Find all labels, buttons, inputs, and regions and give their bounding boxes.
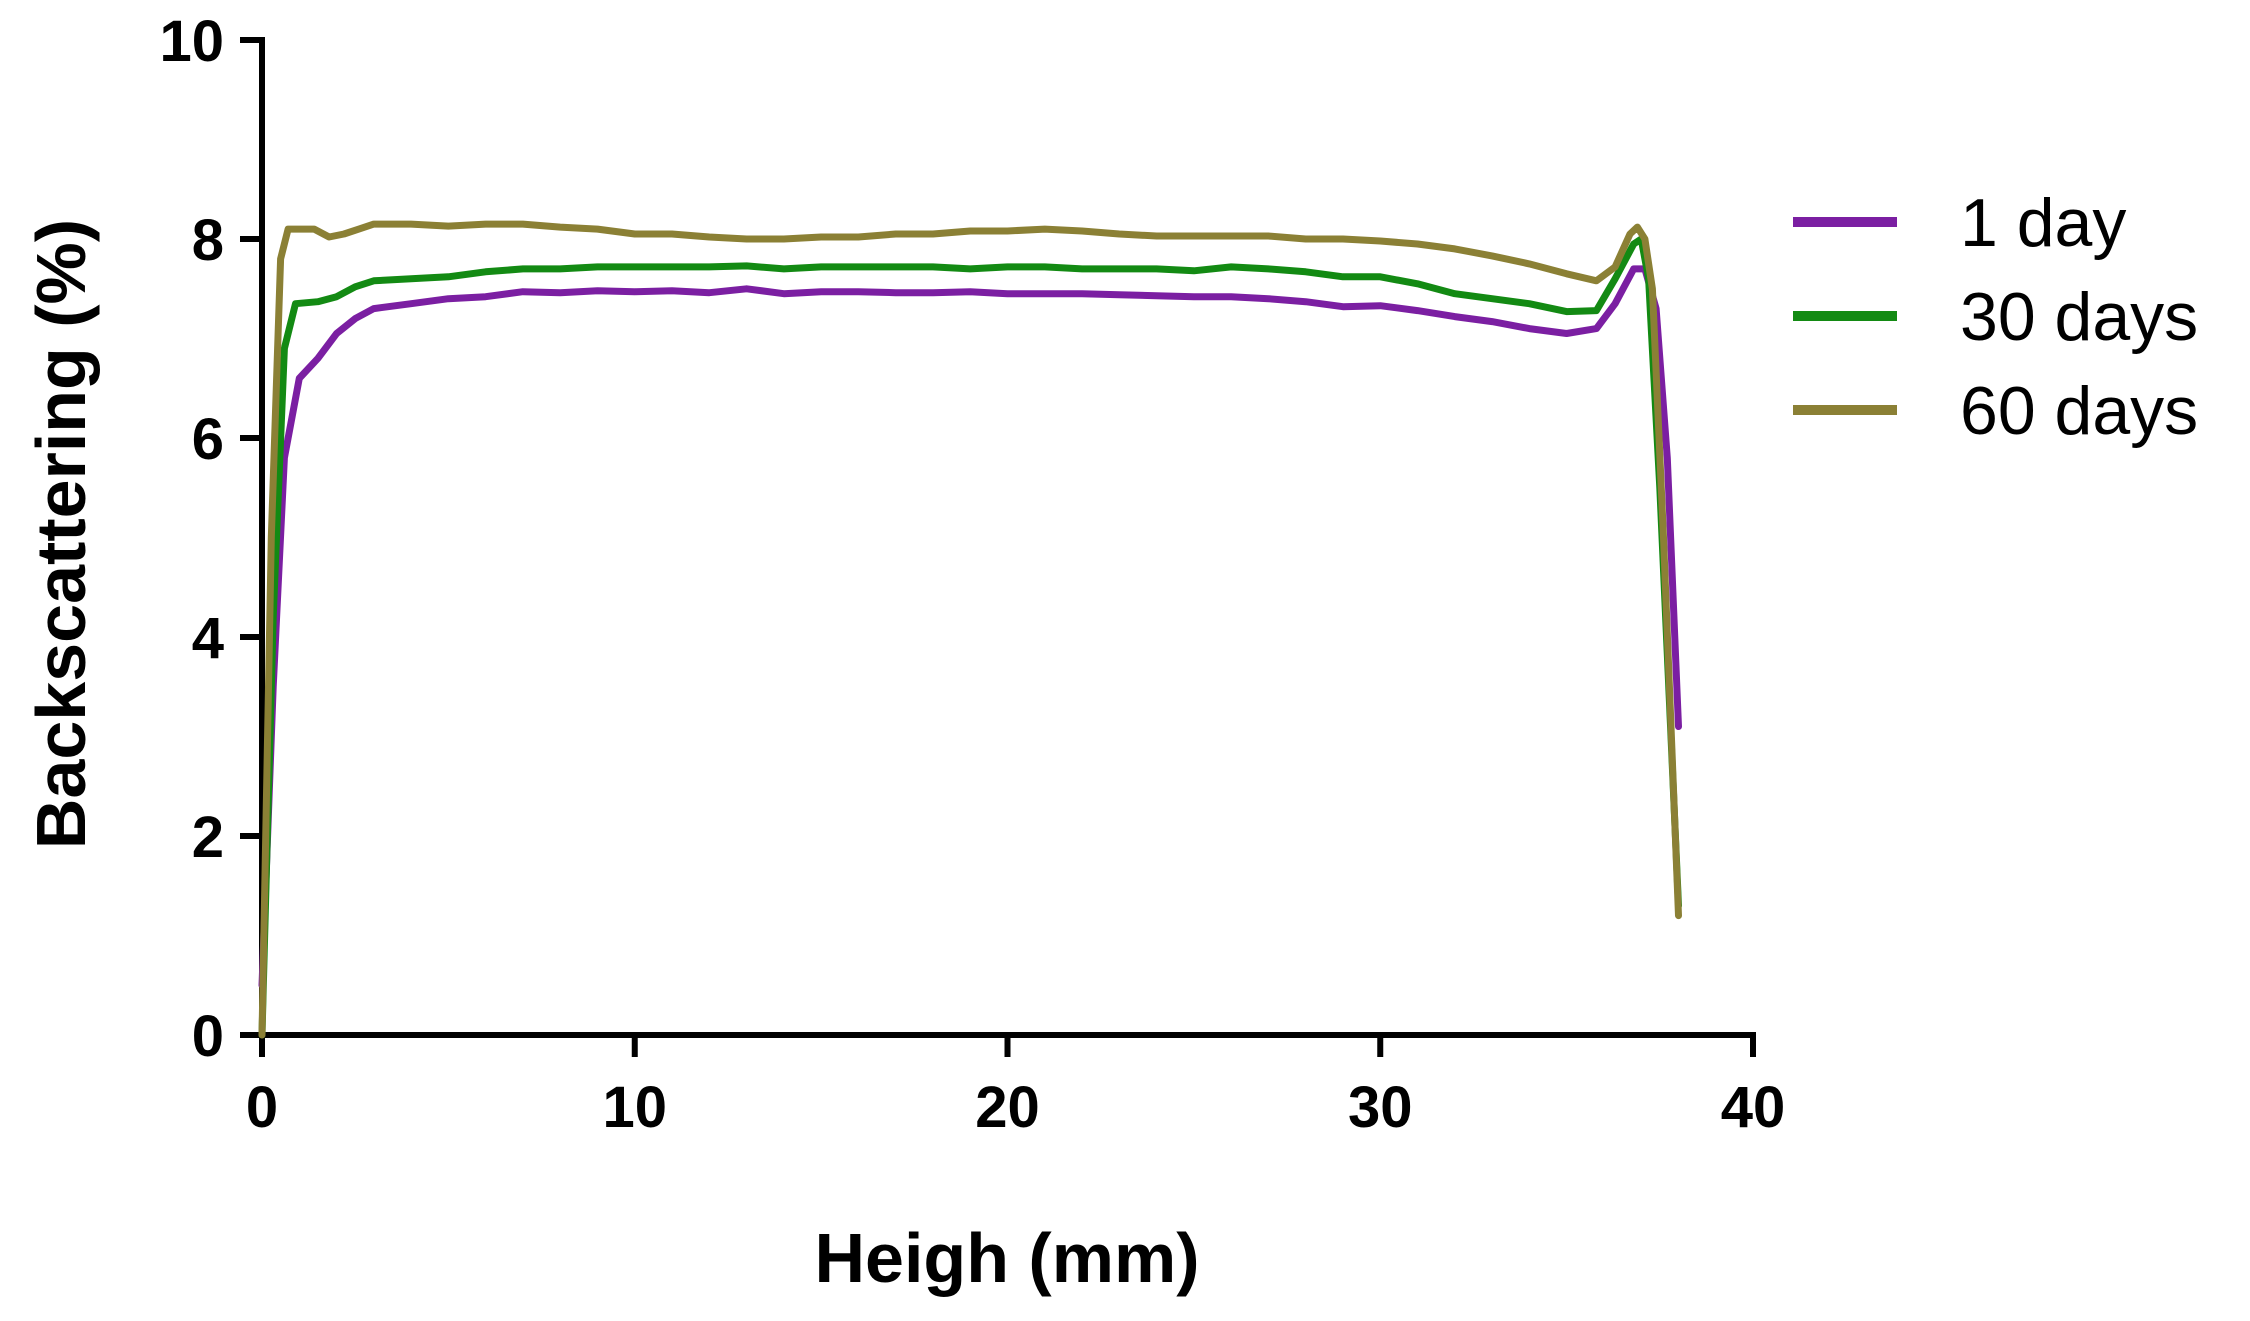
y-tick-label: 2: [192, 805, 224, 870]
y-tick-label: 4: [192, 606, 224, 671]
legend-label-2: 30 days: [1960, 279, 2198, 355]
axes: 0 10 20 30 40 0 2 4 6 8 10: [159, 9, 1785, 1140]
y-tick-label: 6: [192, 407, 224, 472]
x-tick-label: 30: [1348, 1075, 1413, 1140]
series-line-1: [258, 265, 1682, 989]
x-tick-label: 40: [1721, 1075, 1786, 1140]
x-tick-label: 0: [246, 1075, 278, 1140]
y-tick-label: 8: [192, 208, 224, 273]
series-lines: [258, 220, 1682, 1039]
y-tick-label: 10: [159, 9, 224, 74]
x-tick-label: 20: [975, 1075, 1040, 1140]
y-axis-title: Backscattering (%): [22, 219, 100, 849]
legend-label-1: 1 day: [1960, 185, 2126, 261]
y-tick-label: 0: [192, 1004, 224, 1069]
legend: 1 day 30 days 60 days: [1793, 185, 2198, 449]
legend-label-3: 60 days: [1960, 373, 2198, 449]
series-line-3: [258, 220, 1682, 1039]
x-tick-label: 10: [602, 1075, 667, 1140]
x-axis-title: Heigh (mm): [815, 1219, 1200, 1297]
series-line-2: [258, 235, 1682, 1039]
